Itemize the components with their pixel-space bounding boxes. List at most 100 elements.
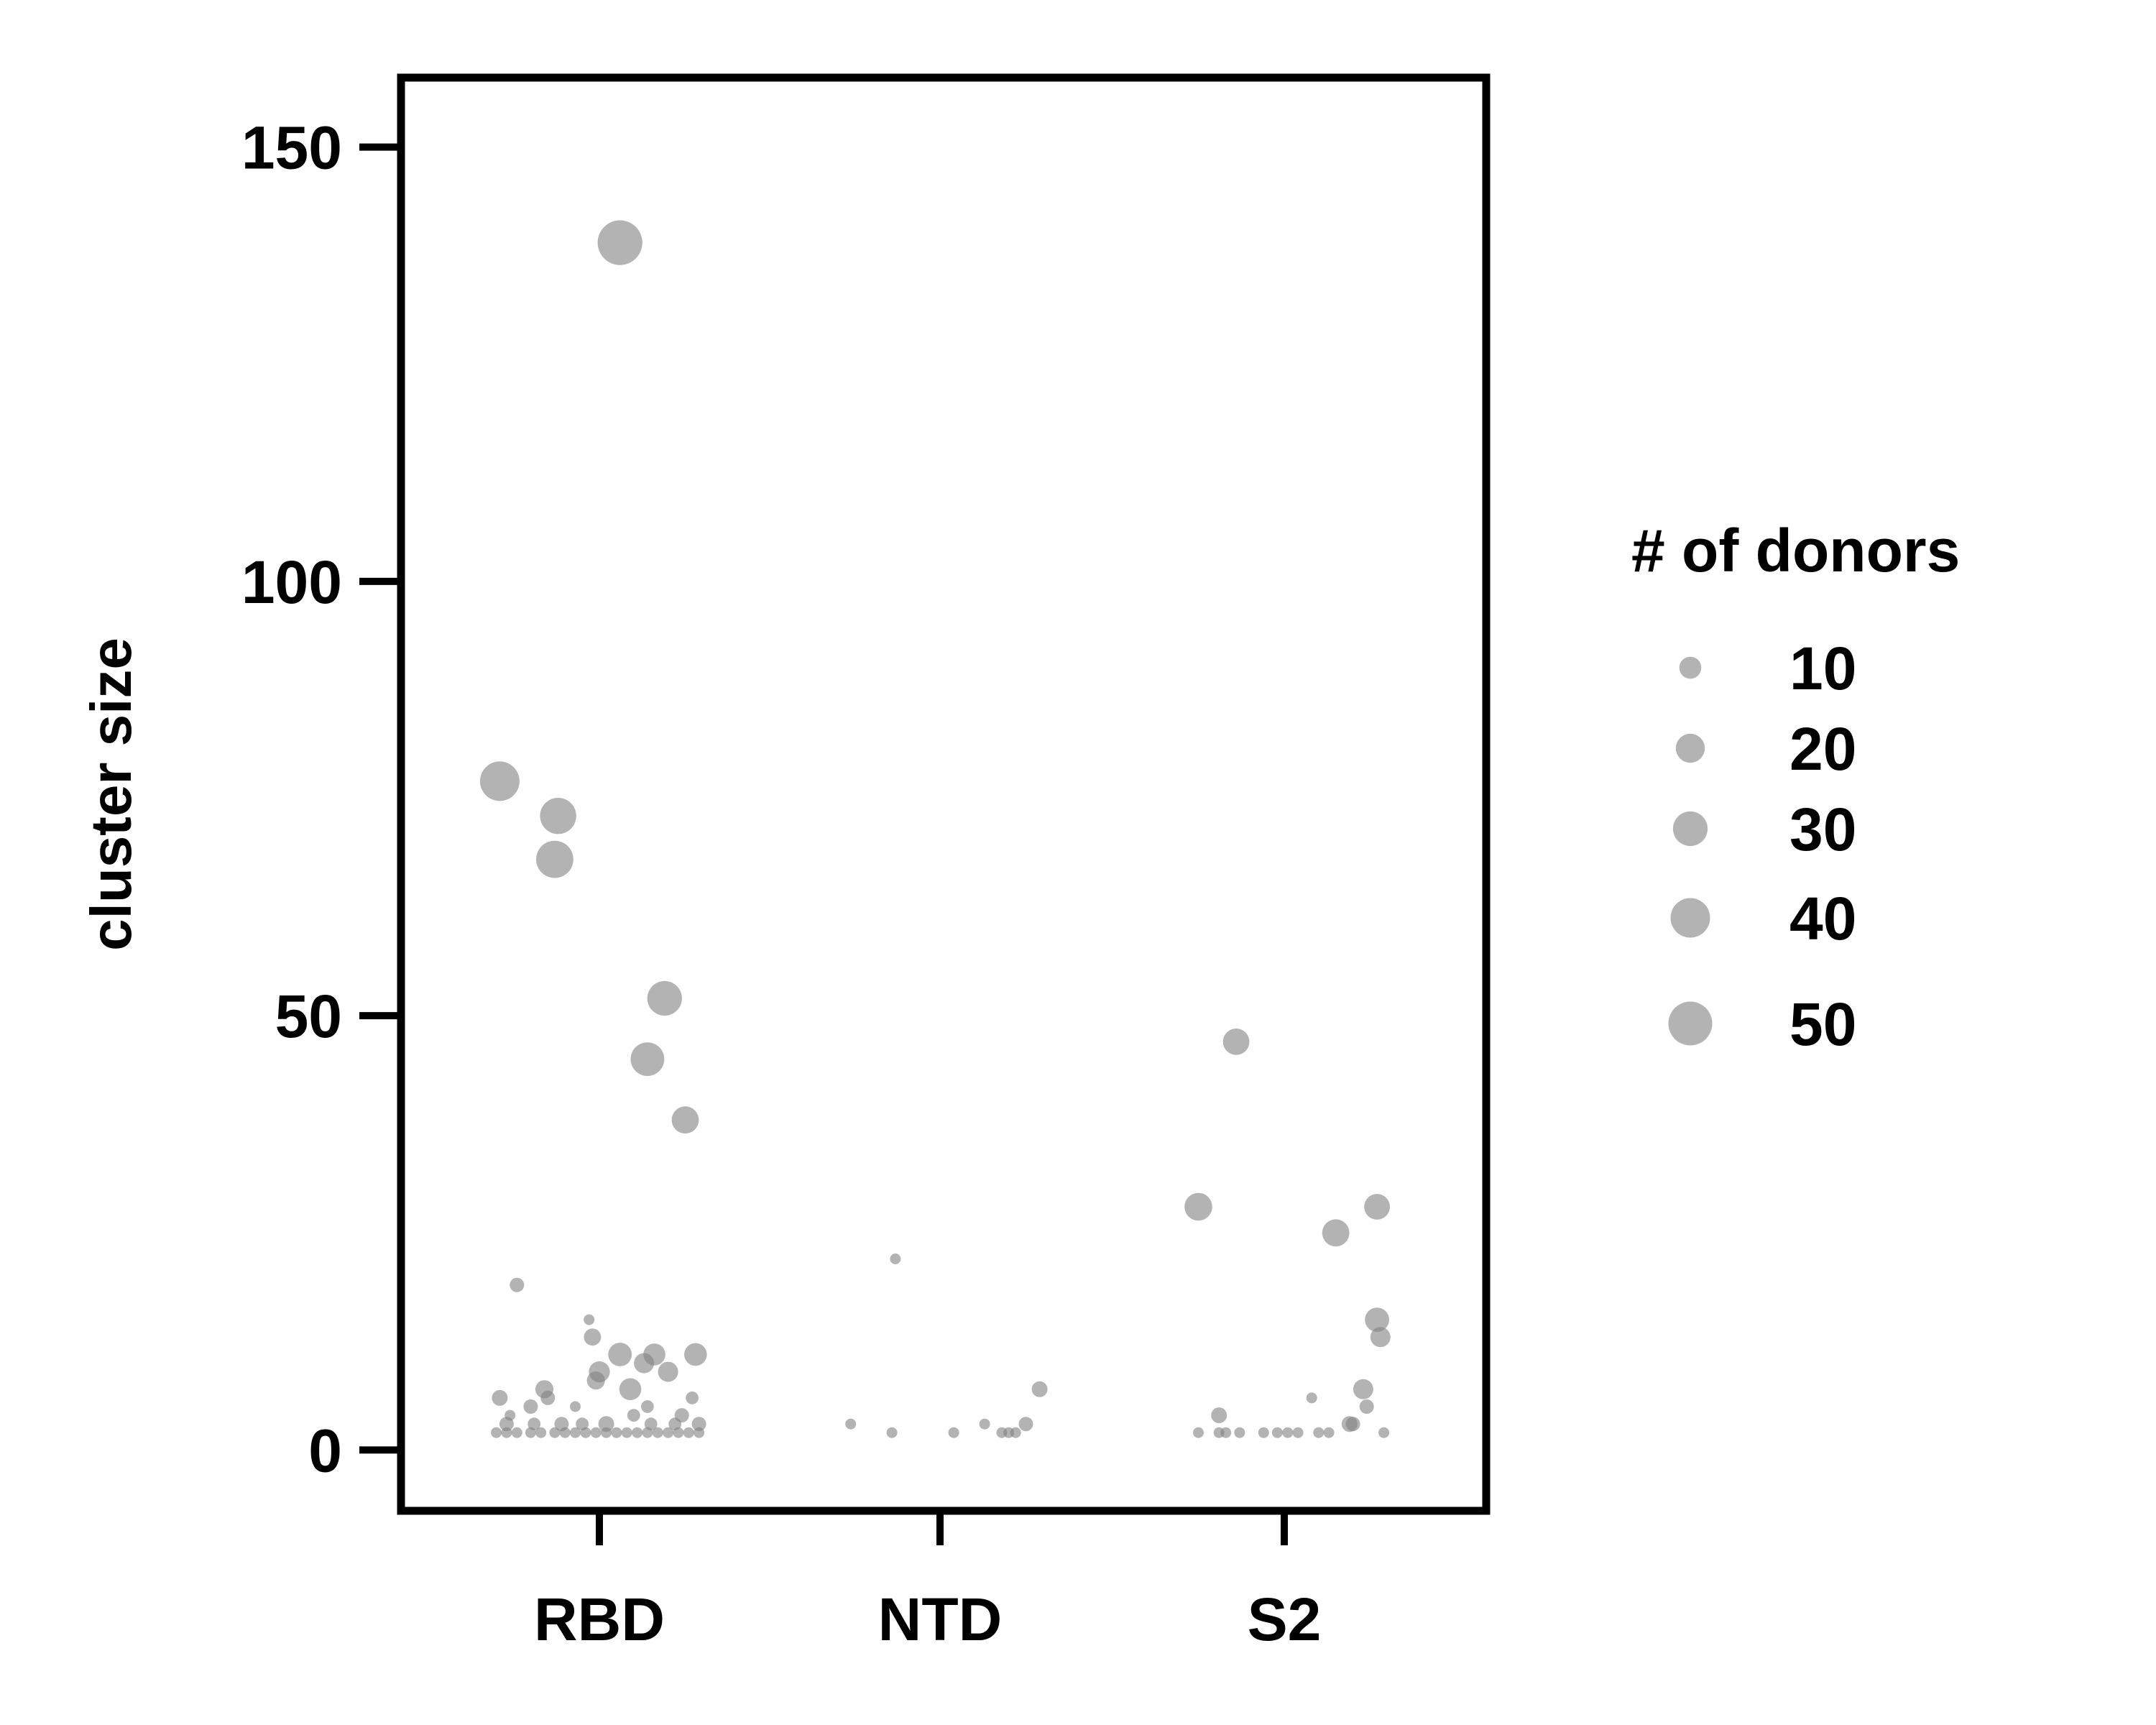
point-rbd-65 (663, 1427, 674, 1438)
point-rbd-15 (619, 1378, 642, 1401)
point-rbd-51 (511, 1427, 522, 1438)
point-s2-6 (1184, 1192, 1212, 1221)
y-tick-label-150: 150 (241, 114, 342, 182)
point-rbd-39 (686, 1392, 699, 1404)
legend-label-30: 30 (1789, 796, 1856, 863)
point-s2-10 (1364, 1194, 1390, 1220)
legend: # of donors 10 20 30 40 50 (1631, 517, 1960, 1058)
point-ntd-69 (890, 1254, 901, 1264)
point-rbd-63 (642, 1427, 653, 1438)
point-rbd-7 (671, 1106, 699, 1134)
point-rbd-0 (597, 220, 642, 265)
x-tick-label-s2: S2 (1248, 1586, 1322, 1653)
x-axis: RBD NTD S2 (534, 1511, 1321, 1653)
point-s2-78 (1193, 1427, 1204, 1438)
point-ntd-72 (886, 1427, 898, 1438)
point-rbd-64 (652, 1427, 663, 1438)
y-tick-label-100: 100 (241, 548, 342, 616)
point-rbd-46 (584, 1314, 595, 1325)
point-ntd-73 (948, 1427, 959, 1438)
point-s2-82 (1258, 1427, 1269, 1438)
point-rbd-5 (630, 1042, 665, 1076)
data-points (479, 220, 1391, 1438)
legend-label-50: 50 (1789, 990, 1856, 1058)
point-rbd-49 (491, 1427, 502, 1438)
point-rbd-29 (510, 1277, 525, 1292)
point-rbd-52 (525, 1427, 536, 1438)
point-rbd-30 (540, 1390, 556, 1405)
point-s2-37 (1359, 1399, 1374, 1414)
point-rbd-53 (535, 1427, 547, 1438)
point-rbd-67 (683, 1427, 694, 1438)
legend-marker-40 (1670, 898, 1710, 938)
legend-label-10: 10 (1789, 635, 1856, 702)
point-s2-9 (1222, 1029, 1250, 1055)
point-s2-8 (1322, 1219, 1350, 1247)
point-rbd-62 (632, 1427, 643, 1438)
y-axis-title: cluster size (79, 638, 143, 951)
point-s2-88 (1378, 1427, 1390, 1438)
point-rbd-58 (590, 1427, 602, 1438)
point-rbd-42 (528, 1417, 541, 1431)
point-s2-87 (1323, 1427, 1335, 1438)
point-ntd-36 (1018, 1417, 1033, 1432)
point-s2-19 (1370, 1327, 1391, 1348)
point-rbd-35 (691, 1417, 706, 1432)
point-s2-28 (1211, 1407, 1227, 1424)
point-s2-11 (1365, 1307, 1389, 1332)
point-rbd-59 (601, 1427, 612, 1438)
y-tick-label-0: 0 (308, 1417, 342, 1484)
y-axis: 0 50 100 150 (241, 114, 401, 1484)
point-rbd-17 (634, 1353, 655, 1374)
point-ntd-71 (979, 1418, 990, 1430)
point-s2-77 (1306, 1392, 1317, 1404)
point-s2-83 (1271, 1427, 1283, 1438)
legend-label-40: 40 (1789, 885, 1856, 952)
point-rbd-23 (584, 1328, 602, 1346)
point-s2-20 (1353, 1379, 1373, 1399)
point-rbd-66 (673, 1427, 684, 1438)
point-rbd-54 (549, 1427, 561, 1438)
point-rbd-60 (611, 1427, 622, 1438)
point-rbd-13 (684, 1343, 707, 1366)
point-rbd-18 (658, 1361, 678, 1382)
point-rbd-4 (647, 980, 682, 1016)
point-rbd-56 (570, 1427, 581, 1438)
legend-marker-50 (1668, 1001, 1713, 1046)
point-rbd-68 (694, 1427, 705, 1438)
point-s2-38 (1345, 1417, 1360, 1432)
point-rbd-1 (479, 761, 520, 801)
point-rbd-47 (570, 1401, 581, 1412)
x-tick-label-ntd: NTD (878, 1586, 1003, 1653)
point-s2-81 (1234, 1427, 1245, 1438)
point-ntd-70 (845, 1418, 857, 1430)
point-s2-85 (1292, 1427, 1304, 1438)
point-rbd-2 (536, 840, 573, 878)
point-rbd-57 (580, 1427, 591, 1438)
point-rbd-24 (492, 1389, 508, 1406)
point-s2-84 (1282, 1427, 1294, 1438)
point-s2-80 (1220, 1427, 1232, 1438)
point-ntd-76 (1010, 1427, 1021, 1438)
legend-title: # of donors (1631, 517, 1960, 584)
legend-marker-20 (1675, 733, 1705, 763)
point-rbd-44 (644, 1417, 658, 1431)
point-rbd-41 (627, 1409, 640, 1422)
point-rbd-12 (608, 1343, 632, 1366)
point-rbd-3 (540, 798, 576, 834)
y-tick-label-50: 50 (275, 983, 342, 1050)
point-rbd-31 (523, 1399, 538, 1414)
legend-marker-30 (1672, 811, 1708, 847)
plot-frame (397, 73, 1491, 1515)
point-rbd-48 (505, 1409, 516, 1421)
point-rbd-25 (598, 1416, 614, 1432)
point-rbd-45 (668, 1417, 682, 1431)
point-ntd-26 (1031, 1381, 1048, 1397)
legend-marker-10 (1679, 656, 1702, 679)
point-rbd-21 (586, 1371, 605, 1390)
point-rbd-40 (641, 1400, 654, 1413)
point-rbd-50 (501, 1427, 512, 1438)
x-tick-label-rbd: RBD (534, 1586, 665, 1653)
point-rbd-61 (621, 1427, 632, 1438)
